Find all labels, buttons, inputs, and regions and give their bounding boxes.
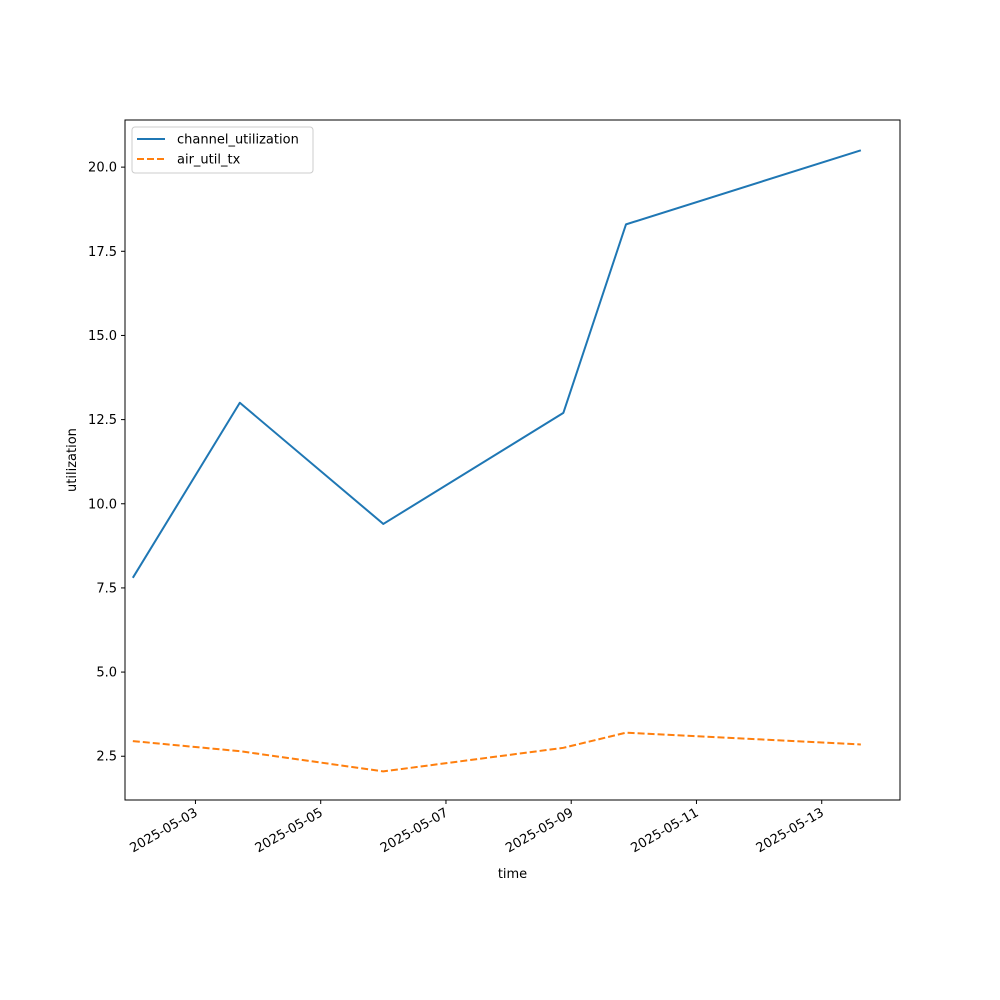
series-layer — [131, 149, 862, 773]
y-tick-label: 12.5 — [88, 413, 117, 428]
y-tick-label: 10.0 — [88, 497, 117, 512]
y-tick-label: 5.0 — [96, 666, 117, 681]
plot-frame — [124, 119, 901, 801]
y-tick-label: 20.0 — [88, 161, 117, 176]
series-line-air-util-tx — [132, 731, 861, 773]
y-tick-label: 2.5 — [96, 750, 117, 765]
plot-area — [125, 120, 900, 800]
legend-label: channel_utilization — [177, 133, 299, 148]
legend: channel_utilization air_util_tx — [131, 126, 314, 174]
legend-label: air_util_tx — [177, 153, 241, 168]
legend-box — [131, 126, 314, 174]
series-line-channel-utilization — [131, 149, 862, 579]
y-tick-label: 15.0 — [88, 329, 117, 344]
y-tick-label: 7.5 — [96, 581, 117, 596]
y-axis-label: utilization — [65, 428, 80, 492]
x-axis-label: time — [498, 867, 527, 882]
y-tick-label: 17.5 — [88, 245, 117, 260]
y-axis: 2.5 5.0 7.5 10.0 12.5 15.0 17.5 20.0 — [88, 161, 125, 765]
